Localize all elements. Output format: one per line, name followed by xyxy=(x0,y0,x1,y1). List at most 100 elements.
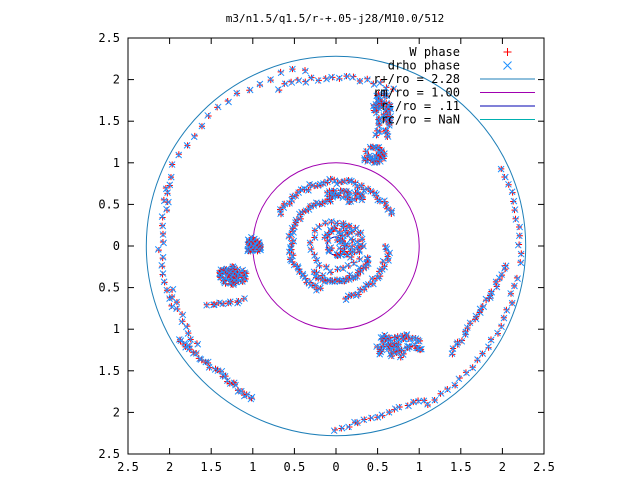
drho-phase-point xyxy=(219,276,227,284)
drho-phase-point xyxy=(398,346,406,354)
drho-phase-point xyxy=(364,185,372,193)
drho-phase-point xyxy=(353,273,361,280)
drho-phase-point xyxy=(205,364,213,371)
drho-phase-point xyxy=(375,273,383,280)
y-tick-label: 1.5 xyxy=(98,364,120,378)
drho-phase-point xyxy=(334,265,342,273)
drho-phase-point xyxy=(384,133,392,140)
drho-phase-point xyxy=(267,76,274,83)
drho-phase-point xyxy=(285,248,293,256)
drho-phase-point xyxy=(311,234,319,241)
drho-phase-point xyxy=(453,341,461,348)
drho-phase-point xyxy=(221,373,229,380)
drho-phase-point xyxy=(339,265,347,273)
x-tick-label: 0 xyxy=(332,460,339,474)
drho-phase-point xyxy=(344,261,352,269)
drho-phase-point xyxy=(378,411,386,419)
legend-label: r-/ro = .11 xyxy=(381,99,460,113)
drho-phase-point xyxy=(226,298,234,306)
drho-phase-point xyxy=(517,250,525,258)
drho-phase-point xyxy=(364,76,371,83)
drho-phase-point xyxy=(431,396,439,404)
y-tick-label: 1 xyxy=(113,156,120,170)
drho-phase-point xyxy=(382,105,390,113)
drho-phase-point xyxy=(500,314,508,322)
drho-phase-point xyxy=(353,238,361,246)
drho-phase-point xyxy=(321,219,329,226)
drho-phase-point xyxy=(233,275,241,282)
drho-phase-point xyxy=(363,260,370,268)
drho-phase-point xyxy=(302,67,309,75)
drho-phase-point xyxy=(339,223,347,230)
drho-phase-point xyxy=(378,103,386,111)
drho-phase-point xyxy=(311,227,319,234)
drho-phase-point xyxy=(307,246,315,254)
x-tick-label: 1.5 xyxy=(450,460,472,474)
w-phase-point xyxy=(329,74,336,81)
drho-phase-point xyxy=(405,402,412,410)
drho-phase-point xyxy=(357,190,365,198)
drho-phase-point xyxy=(357,182,365,190)
drho-phase-point xyxy=(420,397,428,405)
drho-phase-point xyxy=(159,253,167,261)
drho-phase-point xyxy=(277,210,284,217)
drho-phase-point xyxy=(357,229,365,237)
drho-phase-point xyxy=(485,343,492,351)
drho-phase-point xyxy=(370,280,377,288)
drho-phase-point xyxy=(405,342,413,350)
drho-phase-point xyxy=(487,336,495,344)
drho-phase-point xyxy=(329,191,337,199)
drho-phase-point xyxy=(302,79,310,86)
drho-phase-point xyxy=(350,248,358,255)
drho-phase-point xyxy=(369,156,377,164)
drho-phase-point xyxy=(301,274,309,281)
legend-label: rc/ro = NaN xyxy=(381,113,460,127)
drho-phase-point xyxy=(326,268,334,275)
drho-phase-point xyxy=(476,305,484,313)
drho-phase-point xyxy=(508,299,516,307)
drho-phase-point xyxy=(507,290,515,297)
drho-phase-point xyxy=(502,262,510,270)
drho-phase-point xyxy=(313,256,321,264)
drho-phase-point xyxy=(175,151,183,159)
w-phase-point xyxy=(454,338,461,345)
y-tick-label: 0.5 xyxy=(98,197,120,211)
drho-phase-point xyxy=(173,298,180,306)
drho-phase-point xyxy=(194,340,202,348)
drho-phase-point xyxy=(328,73,335,81)
drho-phase-point xyxy=(306,181,313,188)
w-phase-point xyxy=(281,80,288,87)
w-phase-point xyxy=(485,344,492,351)
drho-phase-point xyxy=(387,352,395,360)
drho-phase-point xyxy=(323,75,330,83)
drho-phase-point xyxy=(497,165,505,173)
drho-phase-point xyxy=(244,247,252,255)
drho-phase-point xyxy=(511,282,518,290)
drho-phase-point xyxy=(160,278,168,286)
drho-phase-point xyxy=(239,278,246,285)
y-tick-label: 2.5 xyxy=(98,447,120,461)
drho-phase-point xyxy=(158,213,166,220)
drho-phase-point xyxy=(356,77,364,85)
drho-phase-point xyxy=(281,80,289,88)
drho-phase-point xyxy=(338,424,346,432)
drho-phase-point xyxy=(183,142,191,149)
drho-phase-point xyxy=(385,408,393,416)
drho-phase-point xyxy=(378,147,385,154)
drho-phase-point xyxy=(313,270,321,277)
drho-phase-point xyxy=(328,218,335,225)
drho-phase-point xyxy=(154,245,162,253)
drho-phase-point xyxy=(311,252,319,259)
drho-phase-point xyxy=(396,353,404,361)
drho-phase-point xyxy=(241,295,248,302)
drho-phase-point xyxy=(163,205,170,213)
drho-phase-point xyxy=(377,334,385,341)
drho-phase-point xyxy=(385,122,393,129)
drho-phase-point xyxy=(376,79,384,87)
drho-phase-point xyxy=(218,367,226,375)
drho-phase-point xyxy=(337,178,344,186)
drho-phase-point xyxy=(382,84,390,92)
drho-phase-point xyxy=(354,419,361,427)
